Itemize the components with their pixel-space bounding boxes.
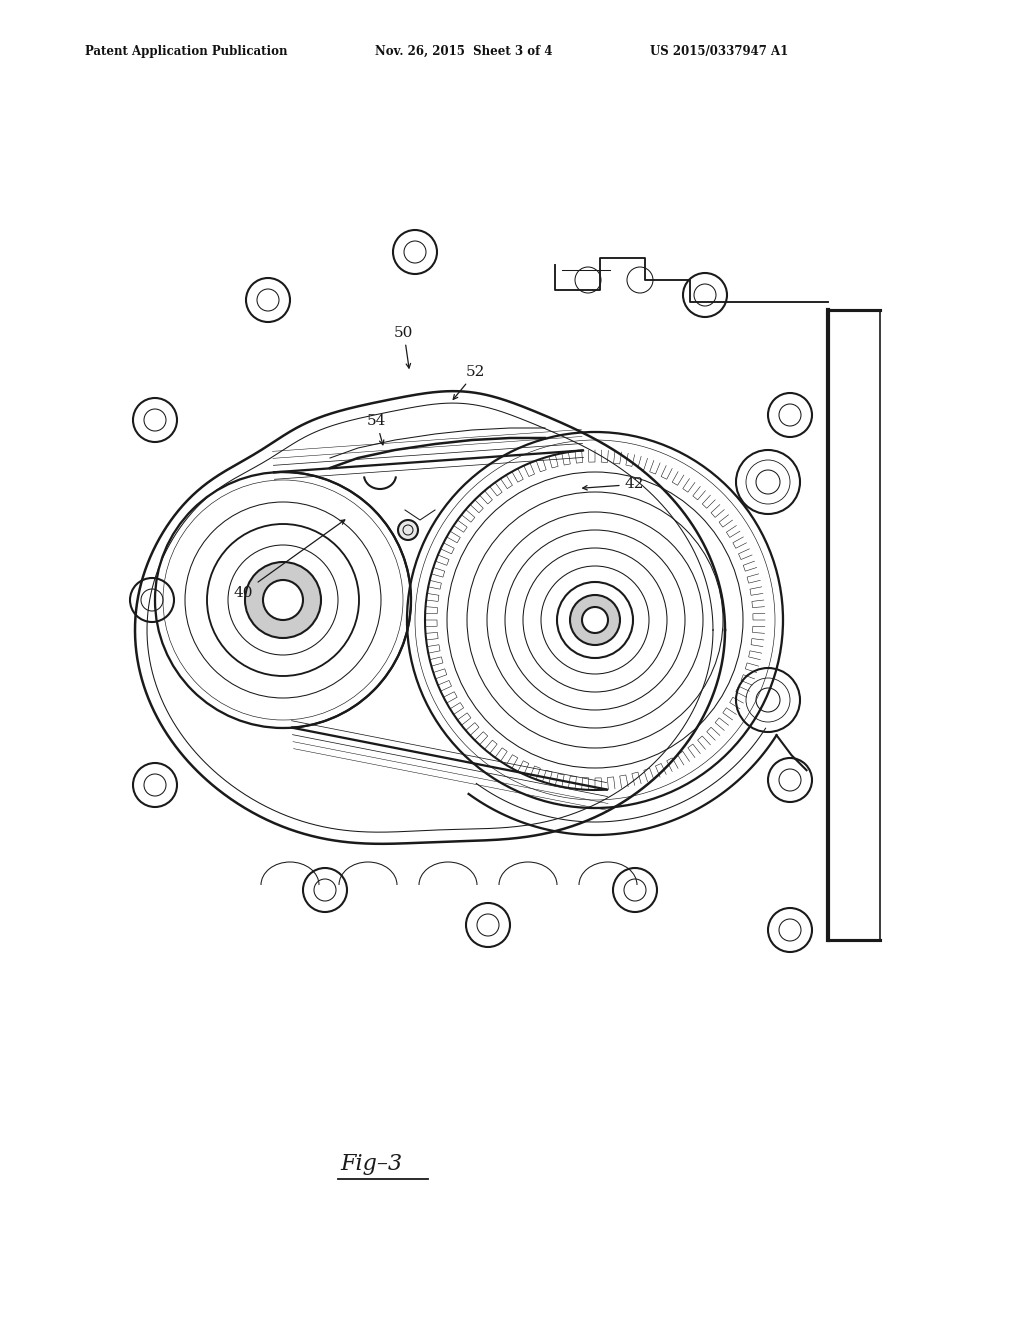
Text: Fig–3: Fig–3 (340, 1152, 402, 1175)
Circle shape (570, 595, 620, 645)
Circle shape (263, 579, 303, 620)
Circle shape (582, 607, 608, 634)
Text: 42: 42 (583, 478, 644, 491)
Text: 40: 40 (233, 520, 345, 599)
Text: Nov. 26, 2015  Sheet 3 of 4: Nov. 26, 2015 Sheet 3 of 4 (375, 45, 553, 58)
Text: Patent Application Publication: Patent Application Publication (85, 45, 288, 58)
Text: 50: 50 (394, 326, 414, 368)
Text: US 2015/0337947 A1: US 2015/0337947 A1 (650, 45, 788, 58)
Circle shape (245, 562, 321, 638)
Circle shape (398, 520, 418, 540)
Text: 52: 52 (454, 366, 485, 400)
Text: 54: 54 (367, 414, 386, 445)
